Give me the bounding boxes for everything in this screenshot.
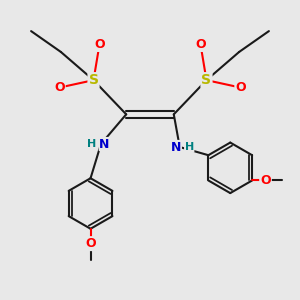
Text: O: O	[85, 237, 96, 250]
Text: O: O	[54, 81, 65, 94]
Text: H: H	[184, 142, 194, 152]
Text: N: N	[99, 138, 110, 151]
Text: N: N	[171, 140, 181, 154]
Text: O: O	[195, 38, 206, 51]
Text: O: O	[235, 81, 246, 94]
Text: O: O	[260, 174, 271, 187]
Text: H: H	[87, 139, 96, 149]
Text: S: S	[88, 73, 98, 87]
Text: O: O	[94, 38, 105, 51]
Text: S: S	[202, 73, 212, 87]
